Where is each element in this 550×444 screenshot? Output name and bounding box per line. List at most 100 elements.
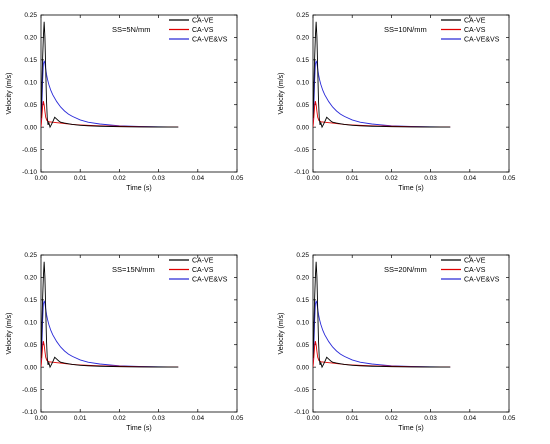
x-axis-title: Time (s) [126,425,151,432]
y-tick-label: -0.10 [294,169,309,176]
x-tick-label: 0.05 [503,175,516,182]
y-tick-label: 0.25 [24,252,37,259]
x-tick-label: 0.00 [35,415,48,422]
series-line-ca-ve-vs [41,300,179,368]
y-tick-label: 0.10 [296,79,309,86]
stiffness-annotation: SS=5N/mm [112,25,151,34]
x-tick-label: 0.01 [74,415,87,422]
y-tick-label: 0.05 [24,342,37,349]
plot-frame [40,254,238,413]
legend-label: CA-VE&VS [464,277,500,284]
x-axis-title: Time (s) [398,425,423,432]
y-tick-label: 0.00 [24,124,37,131]
legend: CA-VE CA-VS CA-VE&VS [441,18,500,44]
legend: CA-VE CA-VS CA-VE&VS [169,18,228,44]
legend-label: CA-VS [464,27,486,34]
x-tick-label: 0.02 [385,415,398,422]
series-line-ca-ve-vs [313,300,451,368]
stiffness-annotation: SS=20N/mm [384,265,427,274]
y-tick-label: 0.20 [296,275,309,282]
y-tick-label: 0.05 [24,102,37,109]
y-tick-label: 0.25 [24,12,37,19]
x-axis-title: Time (s) [398,185,423,192]
y-tick-label: -0.05 [294,147,309,154]
y-axis-title: Velocity (m/s) [6,312,13,354]
series-line-ca-vs [41,101,179,128]
legend-label: CA-VE [464,258,486,265]
x-tick-label: 0.05 [231,415,244,422]
x-tick-label: 0.01 [346,175,359,182]
legend-label: CA-VE&VS [192,277,228,284]
y-tick-label: 0.20 [296,35,309,42]
x-tick-label: 0.02 [113,175,126,182]
x-tick-label: 0.01 [346,415,359,422]
x-tick-label: 0.05 [503,415,516,422]
legend-label: CA-VE&VS [192,37,228,44]
y-tick-label: 0.15 [24,57,37,64]
chart-panel-4: -0.10 -0.05 0.00 0.05 0.10 0.15 0.20 0.25 0.00 0.… [278,252,516,432]
series-line-ca-ve-vs [41,60,179,128]
series-line-ca-ve-vs [313,60,451,128]
series-line-ca-vs [313,101,451,128]
y-axis-title: Velocity (m/s) [278,72,285,114]
series-line-ca-ve [313,261,451,369]
x-tick-label: 0.00 [307,175,320,182]
y-tick-label: 0.10 [24,79,37,86]
y-tick-label: 0.15 [296,297,309,304]
y-tick-label: -0.05 [294,387,309,394]
y-tick-label: -0.05 [22,387,37,394]
x-tick-label: 0.02 [385,175,398,182]
x-tick-label: 0.04 [463,415,476,422]
y-tick-label: 0.20 [24,275,37,282]
y-tick-label: 0.05 [296,102,309,109]
legend-label: CA-VE&VS [464,37,500,44]
x-tick-label: 0.01 [74,175,87,182]
x-tick-label: 0.00 [307,415,320,422]
x-tick-label: 0.04 [463,175,476,182]
series-line-ca-ve [313,21,451,129]
y-tick-label: 0.00 [296,364,309,371]
x-tick-label: 0.03 [424,175,437,182]
y-axis-title: Velocity (m/s) [278,312,285,354]
y-tick-label: 0.15 [296,57,309,64]
x-tick-label: 0.00 [35,175,48,182]
plot-frame [40,14,238,173]
legend-label: CA-VE [192,18,214,25]
stiffness-annotation: SS=10N/mm [384,25,427,34]
x-tick-label: 0.05 [231,175,244,182]
x-axis-title: Time (s) [126,185,151,192]
y-tick-label: 0.10 [24,319,37,326]
y-tick-label: 0.20 [24,35,37,42]
plot-frame [312,14,510,173]
legend-label: CA-VS [192,267,214,274]
stiffness-annotation: SS=15N/mm [112,265,155,274]
y-tick-label: 0.25 [296,12,309,19]
y-tick-label: 0.00 [296,124,309,131]
legend: CA-VE CA-VS CA-VE&VS [169,258,228,284]
x-tick-label: 0.03 [152,175,165,182]
y-tick-label: 0.05 [296,342,309,349]
series-line-ca-vs [313,341,451,368]
plot-frame [312,254,510,413]
x-tick-label: 0.03 [152,415,165,422]
y-tick-label: -0.10 [294,409,309,416]
y-tick-label: -0.10 [22,409,37,416]
legend-label: CA-VE [192,258,214,265]
legend-label: CA-VE [464,18,486,25]
y-tick-label: 0.00 [24,364,37,371]
legend-label: CA-VS [192,27,214,34]
legend: CA-VE CA-VS CA-VE&VS [441,258,500,284]
y-tick-label: 0.25 [296,252,309,259]
series-line-ca-ve [41,21,179,129]
chart-panel-3: -0.10 -0.05 0.00 0.05 0.10 0.15 0.20 0.25 0.00 0.… [6,252,244,432]
x-tick-label: 0.04 [191,175,204,182]
legend-label: CA-VS [464,267,486,274]
y-tick-label: 0.15 [24,297,37,304]
series-line-ca-ve [41,261,179,369]
y-tick-label: 0.10 [296,319,309,326]
y-axis-title: Velocity (m/s) [6,72,13,114]
x-tick-label: 0.02 [113,415,126,422]
chart-panel-1: -0.10 -0.05 0.00 0.05 0.10 0.15 0.20 0.25 0.00 0.… [6,12,244,192]
x-tick-label: 0.03 [424,415,437,422]
